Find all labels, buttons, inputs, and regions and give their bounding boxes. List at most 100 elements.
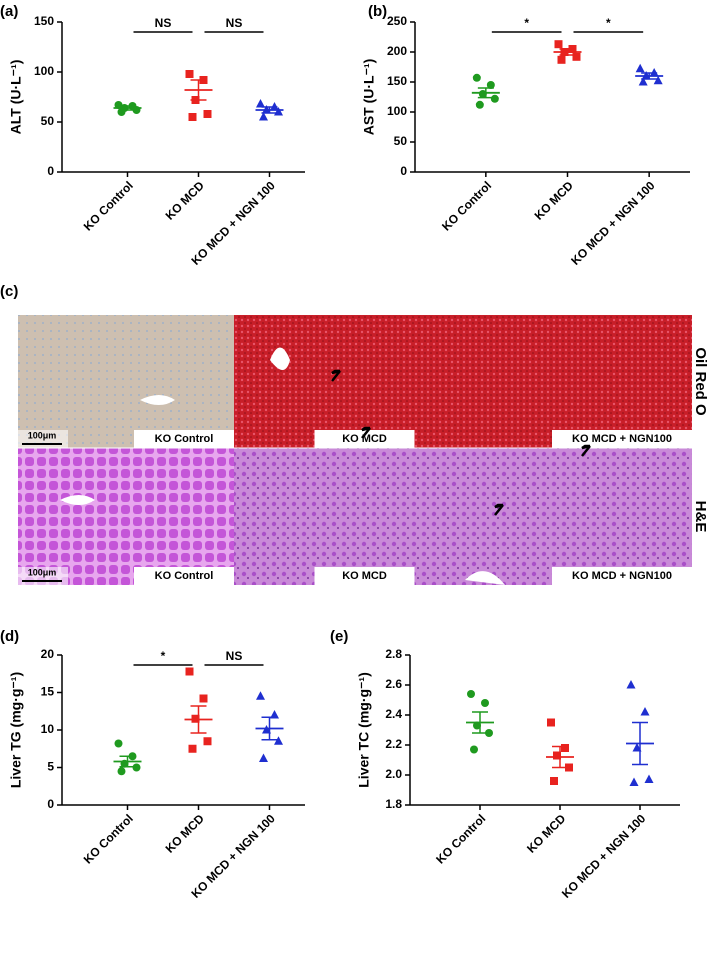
- y-tick-label: 2.0: [385, 767, 402, 781]
- y-tick-label: 2.2: [385, 737, 402, 751]
- row-label: H&E: [692, 501, 709, 533]
- y-tick-label: 100: [387, 104, 407, 118]
- column-label: KO MCD + NGN100: [572, 570, 672, 582]
- label-box: [314, 430, 415, 448]
- y-tick-label: 0: [400, 164, 407, 178]
- significance-label: *: [606, 16, 611, 30]
- label-box: [134, 430, 234, 448]
- image: [18, 315, 234, 448]
- point: [490, 94, 499, 103]
- point: [475, 100, 484, 109]
- y-tick-label: 50: [394, 134, 408, 148]
- point: [467, 690, 475, 698]
- y-tick-label: 250: [387, 14, 407, 28]
- point: [565, 763, 573, 772]
- dot-plot: (d) Liver TG (mg·g⁻¹) 0 5 10 15 20 KO Control KO…: [0, 628, 305, 901]
- panel-label: (d): [0, 628, 19, 645]
- x-tick-label: KO MCD: [532, 178, 577, 223]
- point: [557, 55, 566, 64]
- error-bar: [261, 716, 278, 741]
- y-axis-label: ALT (U·L⁻¹): [8, 60, 24, 135]
- point: [203, 110, 212, 118]
- point: [256, 691, 265, 700]
- x-tick-label: KO Control: [439, 178, 494, 233]
- point: [485, 729, 493, 737]
- point: [114, 739, 123, 748]
- significance-label: NS: [226, 649, 243, 663]
- error-bar: [190, 705, 207, 734]
- error-bar: [559, 48, 576, 56]
- panel-label: (c): [0, 283, 18, 300]
- point: [550, 777, 558, 785]
- point: [117, 108, 126, 116]
- significance-label: *: [524, 16, 529, 30]
- point: [132, 763, 141, 772]
- error-bar: [632, 721, 648, 766]
- panel-label: (a): [0, 3, 18, 20]
- label-box: [552, 567, 692, 585]
- point: [270, 710, 279, 719]
- y-tick-label: 100: [34, 64, 54, 78]
- point: [547, 718, 555, 727]
- y-axis-label: AST (U·L⁻¹): [361, 59, 377, 136]
- dot-plot: (e) Liver TC (mg·g⁻¹) 1.8 2.0 2.2 2.4 2.6 2.8 KO…: [330, 628, 680, 901]
- error-bar: [119, 755, 136, 768]
- column-label: KO Control: [155, 433, 214, 445]
- x-tick-label: KO MCD: [524, 811, 569, 856]
- point: [653, 75, 663, 85]
- y-tick-label: 2.6: [385, 677, 402, 691]
- image: [18, 448, 234, 585]
- arrow: [494, 503, 504, 516]
- x-tick-label: KO MCD + NGN 100: [568, 178, 658, 268]
- point: [572, 52, 581, 61]
- point: [629, 777, 639, 786]
- error-bar: [552, 745, 568, 769]
- column-label: KO MCD: [342, 570, 387, 582]
- y-tick-label: 50: [41, 114, 55, 128]
- point: [554, 40, 563, 49]
- point: [481, 699, 489, 707]
- label-box: [314, 567, 415, 585]
- x-tick-label: KO Control: [81, 811, 136, 866]
- error-bar: [641, 72, 658, 80]
- y-tick-label: 2.8: [385, 647, 402, 661]
- significance-label: NS: [155, 16, 172, 30]
- image: [234, 448, 692, 585]
- y-tick-label: 5: [47, 760, 54, 774]
- error-bar: [477, 87, 494, 99]
- micrograph-panel: (c) Oil Red O KO Control KO MCD KO MCD + NG…: [0, 283, 709, 585]
- point: [638, 77, 648, 86]
- x-tick-label: KO Control: [81, 178, 136, 233]
- arrow: [581, 444, 591, 457]
- point: [640, 707, 650, 716]
- x-tick-label: KO MCD: [163, 811, 208, 856]
- arrow: [361, 426, 371, 439]
- label-box: [134, 567, 234, 585]
- arrow: [331, 369, 341, 382]
- point: [470, 745, 478, 754]
- y-tick-label: 2.4: [385, 707, 402, 721]
- y-tick-label: 150: [34, 14, 54, 28]
- point: [114, 101, 123, 109]
- panel-label: (b): [368, 3, 387, 20]
- y-tick-label: 150: [387, 74, 407, 88]
- panel-label: (e): [330, 628, 348, 645]
- error-bar: [119, 105, 136, 111]
- error-bar: [472, 711, 488, 734]
- y-tick-label: 1.8: [385, 797, 402, 811]
- y-tick-label: 0: [47, 797, 54, 811]
- point: [185, 667, 194, 676]
- point: [644, 774, 654, 783]
- row-label: Oil Red O: [692, 347, 709, 416]
- point: [203, 737, 212, 746]
- point: [635, 63, 645, 73]
- point: [259, 112, 268, 121]
- image: [234, 315, 692, 448]
- point: [486, 81, 495, 89]
- column-label: KO Control: [155, 570, 214, 582]
- y-tick-label: 20: [41, 647, 55, 661]
- significance-label: *: [161, 649, 166, 663]
- error-bar: [261, 106, 278, 114]
- significance-label: NS: [226, 16, 243, 30]
- error-bar: [190, 79, 207, 101]
